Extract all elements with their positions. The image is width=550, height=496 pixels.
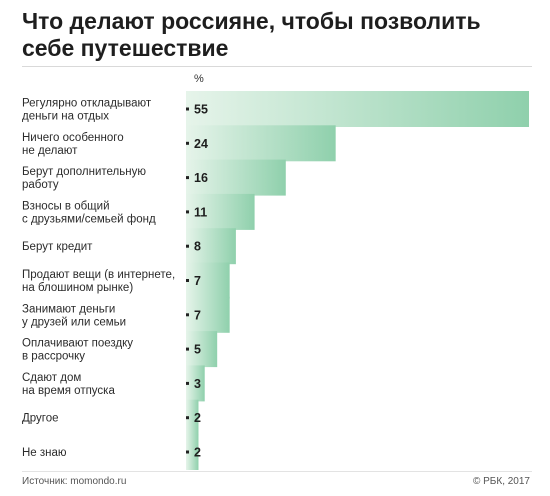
footer-divider bbox=[22, 471, 532, 472]
title-divider bbox=[22, 66, 532, 67]
category-label: Ничего особенного не делают bbox=[22, 132, 124, 157]
bar-marker bbox=[186, 347, 189, 351]
category-label: Продают вещи (в интернете, на блошином ры… bbox=[22, 269, 175, 294]
data-label: 11 bbox=[194, 205, 207, 219]
data-label: 8 bbox=[194, 240, 201, 254]
bar-marker bbox=[186, 450, 189, 454]
data-label: 3 bbox=[194, 377, 201, 391]
bar-marker bbox=[186, 416, 189, 420]
bar-marker bbox=[186, 107, 189, 111]
bar-chart: 55 Регулярно откладывают деньги на отдых 24… bbox=[22, 91, 529, 470]
category-label: Не знаю bbox=[22, 447, 67, 459]
bar bbox=[186, 365, 205, 402]
bar bbox=[186, 125, 336, 162]
data-label: 7 bbox=[194, 274, 201, 288]
bar bbox=[186, 228, 236, 265]
source-note: Источник: momondo.ru bbox=[22, 476, 127, 487]
bar bbox=[186, 434, 199, 470]
bar-marker bbox=[186, 381, 189, 385]
category-label: Сдают дом на время отпуска bbox=[22, 372, 115, 397]
bar-marker bbox=[186, 141, 189, 145]
unit-label: % bbox=[194, 73, 204, 85]
category-label: Берут дополнительную работу bbox=[22, 166, 146, 191]
bar bbox=[186, 159, 286, 196]
category-label: Оплачивают поездку в рассрочку bbox=[22, 338, 133, 363]
bar-marker bbox=[186, 279, 189, 282]
bar-marker bbox=[186, 244, 189, 248]
data-label: 5 bbox=[194, 343, 201, 357]
data-label: 55 bbox=[194, 103, 208, 117]
bar bbox=[186, 91, 529, 127]
data-label: 2 bbox=[194, 411, 201, 425]
data-label: 24 bbox=[194, 137, 208, 151]
bar bbox=[186, 262, 230, 299]
data-label: 7 bbox=[194, 308, 201, 322]
category-label: Взносы в общий с друзьями/семьей фонд bbox=[22, 200, 156, 225]
chart-title: Что делают россияне, чтобы позволить себ… bbox=[22, 8, 481, 61]
bar bbox=[186, 296, 230, 333]
category-label: Занимают деньги у друзей или семьи bbox=[22, 303, 126, 328]
bar-marker bbox=[186, 176, 189, 180]
bar bbox=[186, 331, 218, 368]
bar bbox=[186, 193, 255, 230]
category-label: Регулярно откладывают деньги на отдых bbox=[22, 98, 152, 123]
copyright: © РБК, 2017 bbox=[472, 476, 530, 487]
category-label: Берут кредит bbox=[22, 241, 93, 253]
data-label: 2 bbox=[194, 446, 201, 460]
bar bbox=[186, 399, 199, 436]
data-label: 16 bbox=[194, 171, 208, 185]
bar-marker bbox=[186, 313, 189, 317]
bar-marker bbox=[186, 210, 189, 214]
category-label: Другое bbox=[22, 413, 59, 425]
